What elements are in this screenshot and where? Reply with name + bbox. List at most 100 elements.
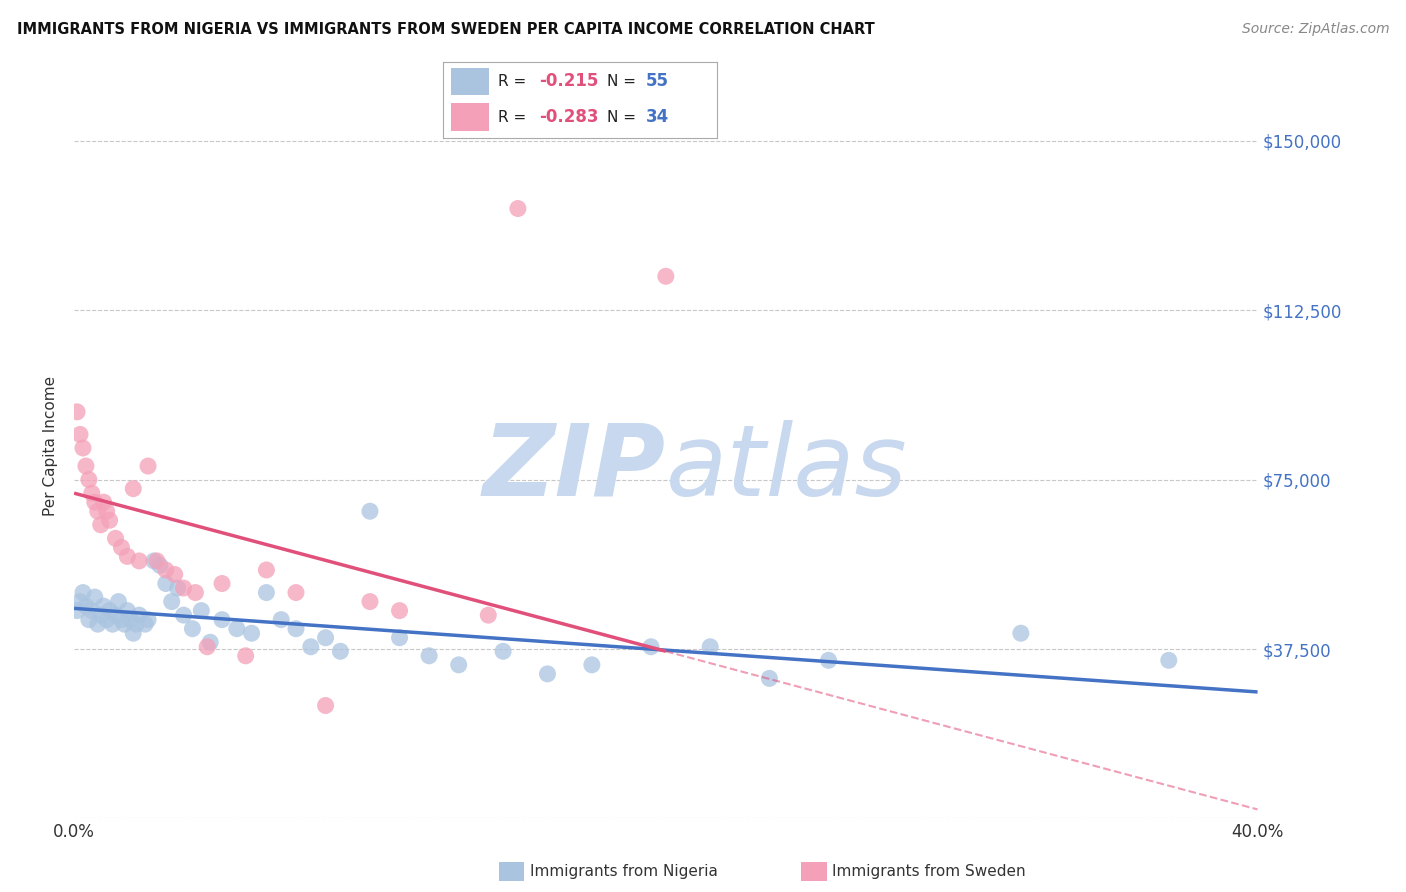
Point — [163, 567, 186, 582]
Point — [136, 458, 159, 473]
Point — [117, 549, 139, 564]
Point — [181, 622, 204, 636]
Text: N =: N = — [607, 74, 641, 89]
Point — [211, 576, 233, 591]
Point — [69, 427, 91, 442]
Point — [655, 269, 678, 284]
Point — [90, 517, 112, 532]
Point — [107, 594, 129, 608]
Point — [195, 640, 218, 654]
Point — [72, 585, 94, 599]
Point — [104, 608, 127, 623]
Point — [447, 657, 470, 672]
Text: 55: 55 — [645, 72, 669, 90]
Point — [96, 613, 118, 627]
Point — [146, 554, 169, 568]
Point — [173, 581, 195, 595]
Point — [112, 617, 135, 632]
Point — [536, 666, 558, 681]
Point — [477, 608, 499, 623]
Y-axis label: Per Capita Income: Per Capita Income — [44, 376, 58, 516]
Point — [817, 653, 839, 667]
Point — [96, 504, 118, 518]
Point — [285, 585, 308, 599]
Point — [160, 594, 183, 608]
Point — [77, 613, 100, 627]
Point — [128, 608, 150, 623]
Point — [93, 599, 115, 613]
Point — [155, 563, 177, 577]
Point — [110, 541, 132, 555]
Point — [120, 613, 142, 627]
Point — [66, 604, 89, 618]
Point — [69, 594, 91, 608]
Text: Source: ZipAtlas.com: Source: ZipAtlas.com — [1241, 22, 1389, 37]
Point — [87, 504, 110, 518]
Point — [235, 648, 257, 663]
Point — [75, 458, 97, 473]
Point — [166, 581, 188, 595]
Point — [72, 441, 94, 455]
Point — [211, 613, 233, 627]
Point — [75, 599, 97, 613]
Point — [122, 482, 145, 496]
Point — [198, 635, 221, 649]
Text: -0.283: -0.283 — [538, 108, 599, 126]
Text: atlas: atlas — [666, 419, 907, 516]
Point — [492, 644, 515, 658]
Text: Immigrants from Sweden: Immigrants from Sweden — [832, 864, 1026, 879]
Point — [1157, 653, 1180, 667]
Point — [418, 648, 440, 663]
Point — [640, 640, 662, 654]
Point — [359, 594, 381, 608]
Point — [134, 617, 156, 632]
Text: N =: N = — [607, 110, 641, 125]
Point — [1010, 626, 1032, 640]
Point — [149, 558, 172, 573]
Point — [104, 532, 127, 546]
Text: IMMIGRANTS FROM NIGERIA VS IMMIGRANTS FROM SWEDEN PER CAPITA INCOME CORRELATION : IMMIGRANTS FROM NIGERIA VS IMMIGRANTS FR… — [17, 22, 875, 37]
Point — [125, 617, 148, 632]
Point — [143, 554, 166, 568]
Point — [122, 626, 145, 640]
Point — [117, 604, 139, 618]
Point — [699, 640, 721, 654]
Point — [758, 672, 780, 686]
Point — [329, 644, 352, 658]
Point — [77, 473, 100, 487]
Point — [506, 202, 529, 216]
Point — [359, 504, 381, 518]
Point — [136, 613, 159, 627]
Point — [90, 608, 112, 623]
Point — [83, 590, 105, 604]
Point — [173, 608, 195, 623]
Text: ZIP: ZIP — [482, 419, 666, 516]
Point — [110, 613, 132, 627]
Point — [98, 604, 121, 618]
Point — [388, 604, 411, 618]
Point — [285, 622, 308, 636]
Bar — [451, 68, 489, 95]
Point — [101, 617, 124, 632]
Point — [87, 617, 110, 632]
Point — [66, 405, 89, 419]
Point — [254, 585, 277, 599]
Text: R =: R = — [498, 74, 531, 89]
Point — [93, 495, 115, 509]
Point — [581, 657, 603, 672]
Point — [315, 631, 337, 645]
Point — [128, 554, 150, 568]
Point — [270, 613, 292, 627]
Point — [315, 698, 337, 713]
Point — [83, 495, 105, 509]
Point — [225, 622, 247, 636]
Point — [155, 576, 177, 591]
Point — [190, 604, 212, 618]
Text: Immigrants from Nigeria: Immigrants from Nigeria — [530, 864, 718, 879]
Point — [98, 513, 121, 527]
Text: R =: R = — [498, 110, 531, 125]
Point — [254, 563, 277, 577]
Point — [184, 585, 207, 599]
Point — [80, 604, 103, 618]
Point — [388, 631, 411, 645]
